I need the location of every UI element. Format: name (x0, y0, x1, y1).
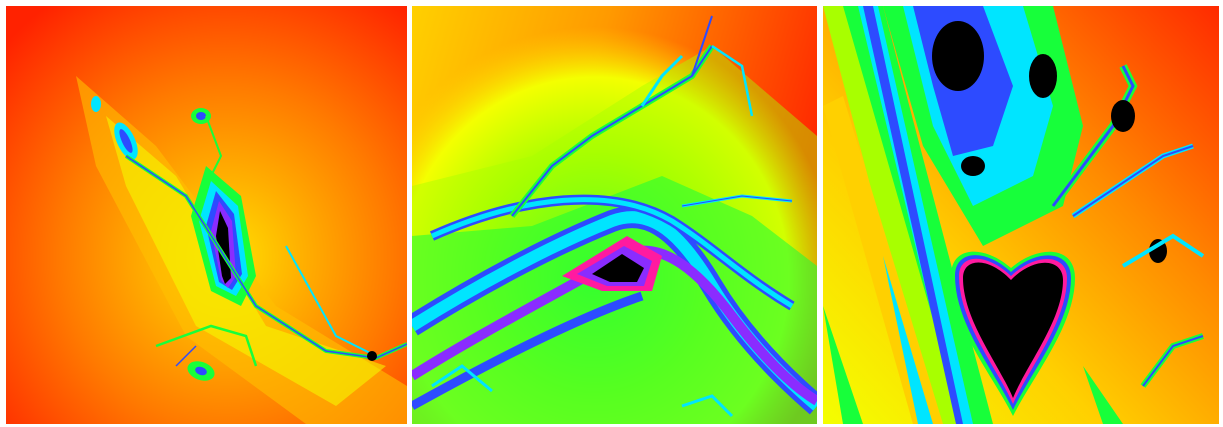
fractal-panel-1 (6, 6, 407, 424)
fractal-panel-2-art (412, 6, 817, 424)
fractal-panel-3-art (823, 6, 1219, 424)
fractal-panel-1-art (6, 6, 407, 424)
fractal-panel-3 (823, 6, 1219, 424)
fractal-panel-2 (412, 6, 817, 424)
